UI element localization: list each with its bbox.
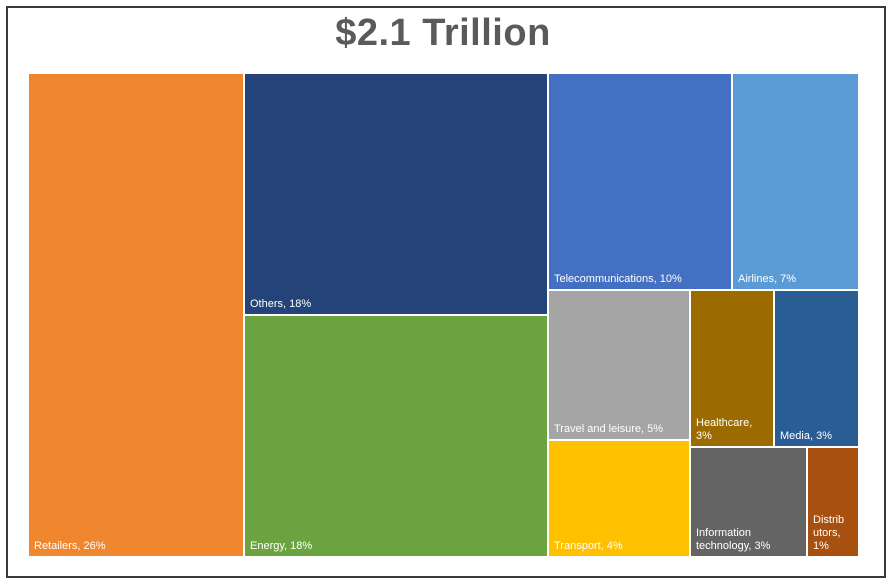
tile-retailers [27, 72, 245, 558]
tile-others [243, 72, 549, 316]
tile-label-retailers: Retailers, 26% [34, 540, 106, 552]
tile-label-others: Others, 18% [250, 298, 311, 310]
tile-label-travel-and-leisure: Travel and leisure, 5% [554, 423, 663, 435]
tile-transport [547, 439, 691, 558]
tile-distributors [806, 446, 860, 558]
tile-healthcare [689, 289, 775, 448]
tile-label-healthcare: Healthcare, 3% [696, 417, 752, 442]
tile-energy [243, 314, 549, 558]
tile-label-distributors: Distrib utors, 1% [813, 514, 844, 552]
tile-label-media: Media, 3% [780, 430, 832, 442]
tile-label-telecommunications: Telecommunications, 10% [554, 273, 682, 285]
tile-travel-and-leisure [547, 289, 691, 441]
tile-label-airlines: Airlines, 7% [738, 273, 796, 285]
tile-telecommunications [547, 72, 733, 291]
tile-label-transport: Transport, 4% [554, 540, 623, 552]
chart-title: $2.1 Trillion [335, 12, 551, 54]
tile-label-energy: Energy, 18% [250, 540, 312, 552]
tile-airlines [731, 72, 860, 291]
tile-label-information-technology: Information technology, 3% [696, 527, 771, 552]
tile-media [773, 289, 860, 448]
